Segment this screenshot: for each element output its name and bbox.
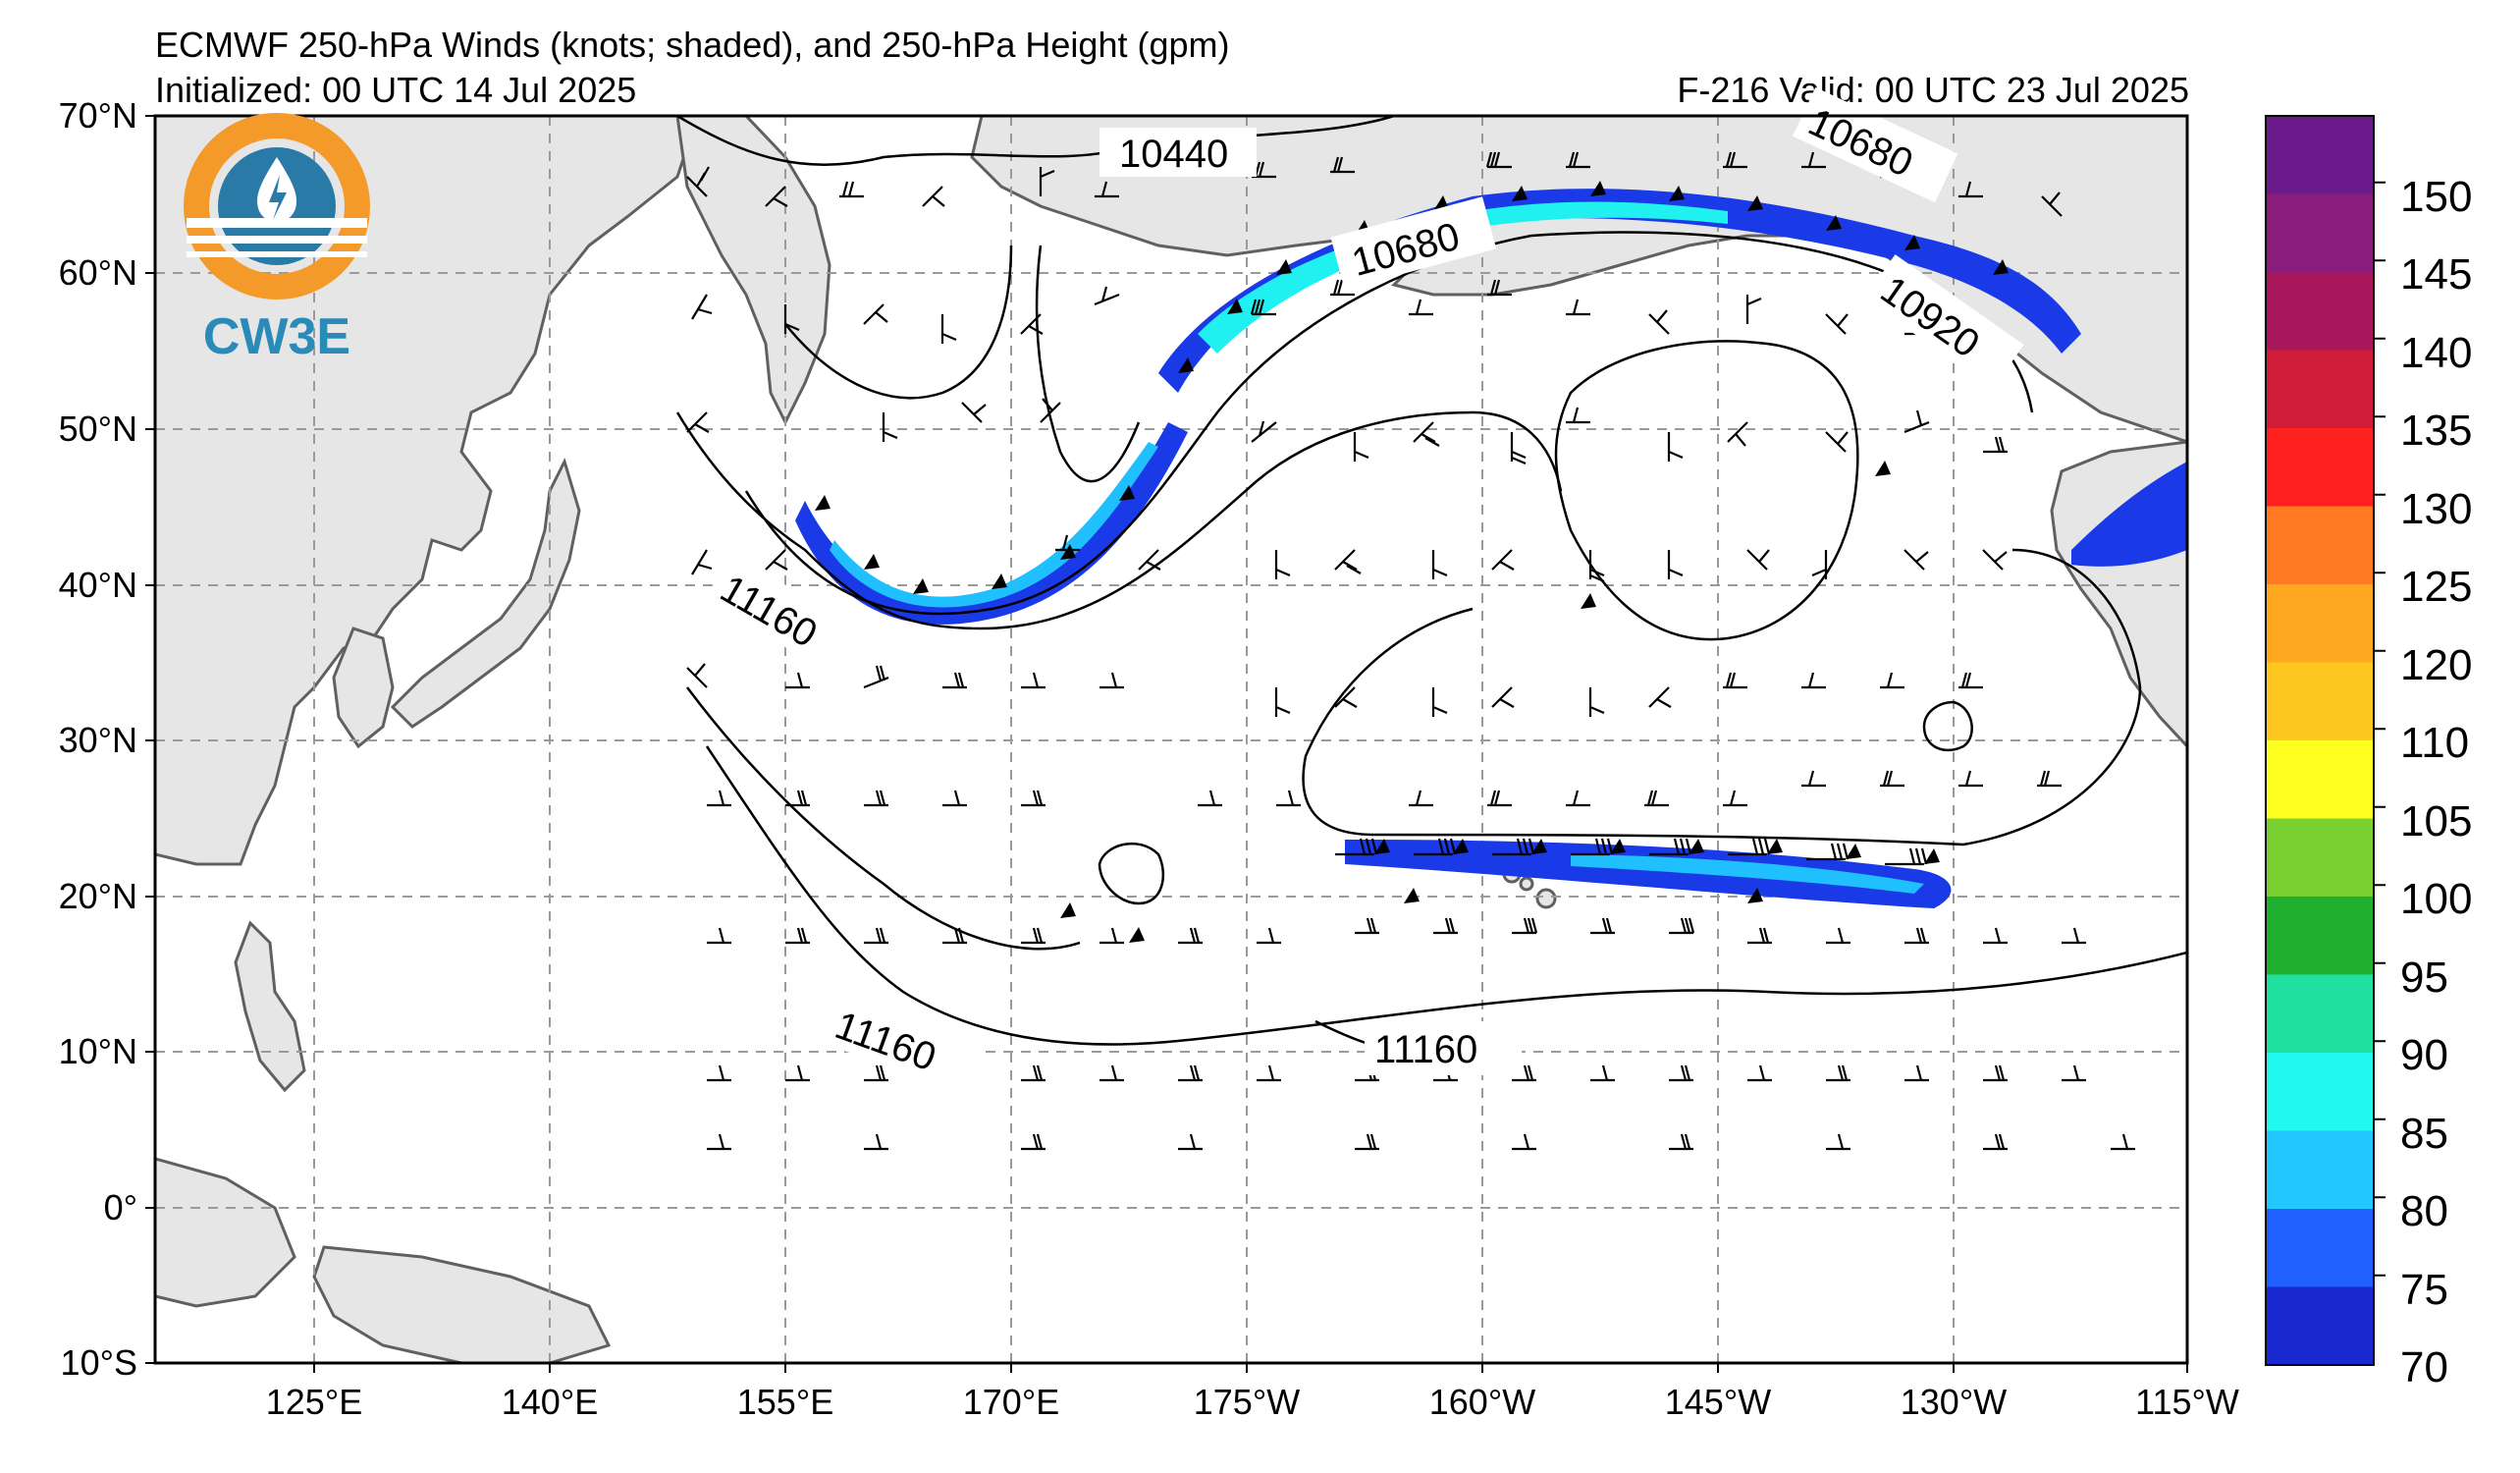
lon-label: 125°E: [266, 1382, 362, 1422]
colorbar-label: 150: [2400, 173, 2472, 221]
colorbar-label: 125: [2400, 563, 2472, 611]
colorbar-segment: [2266, 818, 2374, 898]
lat-axis: [145, 115, 155, 1364]
lon-axis: [313, 1363, 2188, 1373]
colorbar-label: 90: [2400, 1031, 2448, 1079]
colorbar-segment: [2266, 116, 2374, 194]
colorbar-segment: [2266, 740, 2374, 819]
colorbar-segment: [2266, 584, 2374, 663]
grid: [155, 116, 2187, 1363]
lat-label: 40°N: [59, 565, 137, 605]
jet-subtropical: [1345, 840, 1952, 908]
colorbar-segment: [2266, 193, 2374, 273]
colorbar-label: 105: [2400, 797, 2472, 846]
jet-north-core: [830, 442, 1158, 608]
colorbar-label: 95: [2400, 954, 2448, 1002]
colorbar-segment: [2266, 974, 2374, 1054]
land-new-guinea: [312, 1245, 612, 1363]
colorbar-segment: [2266, 506, 2374, 585]
lon-labels: 125°E 140°E 155°E 170°E 175°W 160°W 145°…: [266, 1382, 2239, 1422]
lon-label: 115°W: [2135, 1382, 2239, 1422]
lat-label: 20°N: [59, 876, 137, 916]
lat-label: 10°S: [61, 1342, 137, 1383]
colorbar-segment: [2266, 662, 2374, 741]
lon-label: 145°W: [1665, 1382, 1771, 1422]
logo-text: CW3E: [203, 308, 350, 365]
colorbar-segment: [2266, 272, 2374, 351]
colorbar-label: 75: [2400, 1266, 2448, 1314]
colorbar-border: [2265, 115, 2375, 1366]
logo-ring: [184, 113, 370, 300]
colorbar-segment: [2266, 1286, 2374, 1366]
colorbar-segment: [2266, 1053, 2374, 1131]
lon-label: 175°W: [1194, 1382, 1300, 1422]
height-contours: [675, 116, 2187, 1053]
land-philippines: [234, 920, 306, 1093]
jet-north: [795, 422, 1188, 625]
colorbar-label: 135: [2400, 407, 2472, 455]
colorbar-segment: [2266, 897, 2374, 975]
lat-labels: 70°N 60°N 50°N 40°N 30°N 20°N 10°N 0° 10…: [59, 95, 137, 1383]
jet-alaska-core: [1198, 201, 1728, 354]
colorbar-label: 145: [2400, 250, 2472, 299]
colorbar-segment: [2266, 1209, 2374, 1287]
cw3e-logo: CW3E: [184, 113, 370, 365]
land-indonesia: [155, 1157, 296, 1308]
colorbar-segment: [2266, 428, 2374, 507]
colorbar-label: 120: [2400, 641, 2472, 689]
colorbar: [2265, 115, 2386, 1366]
colorbar-label: 100: [2400, 875, 2472, 923]
colorbar-label: 110: [2400, 719, 2469, 767]
lon-label: 140°E: [502, 1382, 598, 1422]
valid-time: F-216 Valid: 00 UTC 23 Jul 2025: [1677, 70, 2189, 110]
land-korea: [332, 627, 395, 749]
colorbar-segment: [2266, 350, 2374, 429]
land-asia: [155, 116, 689, 866]
wind-barbs: [686, 151, 2135, 1151]
colorbar-label: 80: [2400, 1187, 2448, 1235]
land-japan: [390, 457, 581, 729]
lat-label: 30°N: [59, 720, 137, 760]
lat-label: 50°N: [59, 409, 137, 449]
lon-label: 160°W: [1429, 1382, 1535, 1422]
colorbar-label: 70: [2400, 1343, 2448, 1391]
contour-label: 11160: [1374, 1028, 1477, 1071]
colorbar-segment: [2266, 1130, 2374, 1210]
contour-label: 10440: [1119, 133, 1228, 176]
colorbar-label: 130: [2400, 485, 2472, 533]
lat-label: 0°: [104, 1187, 137, 1228]
lon-label: 130°W: [1901, 1382, 2007, 1422]
lightning-icon: [269, 175, 287, 220]
lon-label: 155°E: [737, 1382, 833, 1422]
lat-label: 60°N: [59, 252, 137, 293]
chart-title: ECMWF 250-hPa Winds (knots; shaded), and…: [155, 25, 1230, 65]
lat-label: 70°N: [59, 95, 137, 136]
colorbar-label: 140: [2400, 329, 2472, 377]
jet-california: [2071, 462, 2187, 567]
colorbar-labels: 150 145 140 135 130 125 120 110 105 100 …: [2400, 173, 2472, 1391]
lon-label: 170°E: [963, 1382, 1059, 1422]
lat-label: 10°N: [59, 1031, 137, 1071]
jet-subtropical-core: [1571, 854, 1924, 894]
colorbar-label: 85: [2400, 1110, 2448, 1158]
initialized-time: Initialized: 00 UTC 14 Jul 2025: [155, 70, 637, 110]
